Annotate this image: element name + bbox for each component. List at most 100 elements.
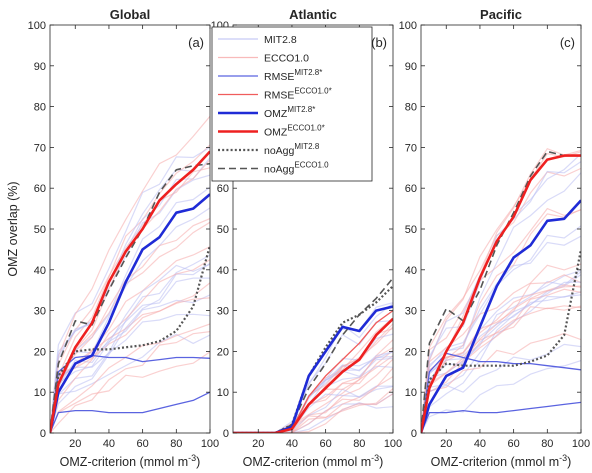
series-layer (50, 115, 210, 433)
y-tick-label: 40 (34, 265, 46, 277)
series-line-rmse-mit (50, 391, 210, 433)
ecco-ensemble-line (421, 263, 581, 433)
series-line-noagg-ecco (50, 162, 210, 433)
series-line-noagg-ecco (233, 277, 393, 433)
series-line-noagg-mit (421, 249, 581, 433)
legend-label: noAggMIT2.8 (264, 142, 320, 157)
x-axis-label: OMZ-criterion (mmol m-3) (431, 453, 572, 469)
x-tick-label: 100 (572, 438, 590, 450)
legend-label: MIT2.8 (264, 34, 297, 46)
y-tick-label: 80 (405, 102, 417, 114)
series-line-rmse-ecco (233, 310, 393, 433)
x-tick-label: 40 (286, 438, 298, 450)
series-line-omz-ecco (50, 150, 210, 433)
ecco-ensemble-line (421, 207, 581, 433)
y-tick-label: 0 (411, 428, 417, 440)
y-tick-label: 40 (405, 265, 417, 277)
mit-ensemble-line (50, 151, 210, 433)
x-tick-label: 80 (170, 438, 182, 450)
ecco-ensemble-line (233, 367, 393, 433)
y-tick-label: 0 (223, 428, 229, 440)
x-tick-label: 20 (69, 438, 81, 450)
mit-ensemble-line (50, 313, 210, 433)
legend-label: RMSEECCO1.0* (264, 87, 332, 102)
series-line-rmse-mit (421, 352, 581, 433)
panel-title: Global (110, 7, 150, 22)
y-tick-label: 20 (405, 346, 417, 358)
legend-label: noAggECCO1.0 (264, 161, 329, 176)
ecco-ensemble-line (50, 115, 210, 433)
ecco-ensemble-line (421, 208, 581, 433)
y-tick-label: 90 (34, 61, 46, 73)
mit-ensemble-line (421, 161, 581, 433)
mit-ensemble-line (50, 262, 210, 433)
mit-ensemble-line (50, 146, 210, 433)
y-tick-label: 0 (40, 428, 46, 440)
x-tick-label: 60 (137, 438, 149, 450)
ecco-ensemble-line (50, 297, 210, 433)
y-tick-label: 20 (34, 346, 46, 358)
series-line-noagg-ecco (421, 150, 581, 433)
y-tick-label: 90 (405, 61, 417, 73)
y-tick-label: 20 (217, 346, 229, 358)
y-tick-label: 10 (217, 387, 229, 399)
y-tick-label: 50 (217, 224, 229, 236)
x-tick-label: 40 (103, 438, 115, 450)
legend: MIT2.8 ECCO1.0 RMSEMIT2.8* RMSEECCO1.0* OMZM… (211, 26, 373, 182)
x-tick-label: 40 (474, 438, 486, 450)
x-tick-label: 60 (508, 438, 520, 450)
series-line-omz-ecco (233, 317, 393, 433)
y-tick-label: 10 (34, 387, 46, 399)
series-layer (233, 277, 393, 433)
mit-ensemble-line (233, 302, 393, 433)
mit-ensemble-line (50, 254, 210, 433)
panel-title: Atlantic (289, 7, 337, 22)
y-tick-label: 80 (34, 102, 46, 114)
mit-ensemble-line (233, 385, 393, 433)
y-tick-label: 70 (405, 142, 417, 154)
panel-label: (c) (560, 35, 575, 50)
series-line-omz-ecco (421, 154, 581, 433)
x-tick-label: 80 (353, 438, 365, 450)
legend-label: ECCO1.0 (264, 53, 309, 65)
x-tick-label: 20 (440, 438, 452, 450)
ecco-ensemble-line (421, 332, 581, 433)
y-tick-label: 50 (405, 224, 417, 236)
ecco-ensemble-line (50, 144, 210, 433)
x-axis-label: OMZ-criterion (mmol m-3) (60, 453, 201, 469)
plot-area (421, 25, 581, 433)
legend-label: RMSEMIT2.8* (264, 68, 322, 83)
y-tick-label: 60 (34, 183, 46, 195)
y-tick-label: 50 (34, 224, 46, 236)
y-tick-label: 30 (217, 306, 229, 318)
series-line-omz-mit (421, 199, 581, 433)
panel-global: 0 10 20 30 40 50 60 70 80 90 100 20 40 60 80 100 Global (… (6, 7, 219, 469)
legend-label: OMZECCO1.0* (264, 124, 325, 139)
x-tick-label: 100 (384, 438, 402, 450)
y-tick-label: 70 (34, 142, 46, 154)
y-tick-label: 30 (405, 306, 417, 318)
ecco-ensemble-line (50, 259, 210, 433)
y-tick-label: 40 (217, 265, 229, 277)
panel-label: (b) (371, 35, 387, 50)
x-axis-label: OMZ-criterion (mmol m-3) (243, 453, 384, 469)
y-axis-label: OMZ overlap (%) (6, 181, 20, 276)
ecco-ensemble-line (233, 388, 393, 433)
mit-ensemble-line (421, 235, 581, 433)
panel-title: Pacific (480, 7, 522, 22)
legend-label: OMZMIT2.8* (264, 105, 315, 120)
y-tick-label: 60 (217, 183, 229, 195)
legend-box (211, 26, 373, 182)
y-tick-label: 60 (405, 183, 417, 195)
y-tick-label: 10 (405, 387, 417, 399)
ecco-ensemble-line (50, 351, 210, 433)
panel-label: (a) (188, 35, 204, 50)
series-line-omz-mit (233, 305, 393, 433)
x-tick-label: 60 (320, 438, 332, 450)
panel-pacific: 0 10 20 30 40 50 60 70 80 90 100 20 40 60 80 100 Pacific… (399, 7, 591, 469)
x-tick-label: 20 (252, 438, 264, 450)
series-layer (421, 147, 581, 433)
ecco-ensemble-line (233, 393, 393, 433)
